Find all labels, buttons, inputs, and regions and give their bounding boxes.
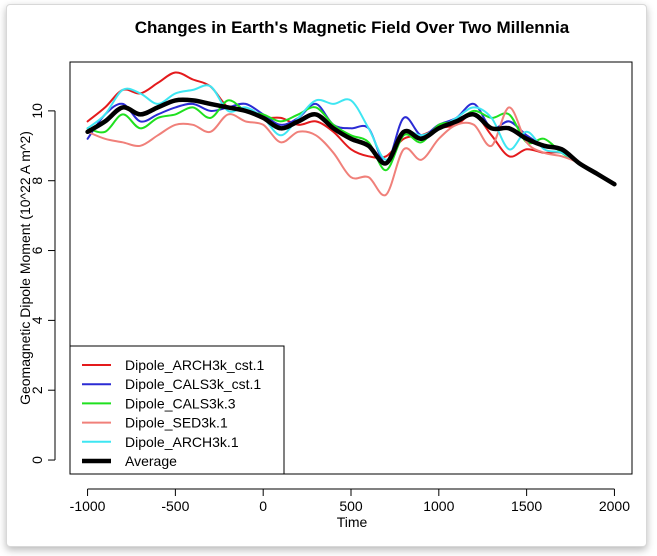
- series-line-dipole-cals3k-cst-1: [86, 102, 616, 186]
- x-tick-label: 0: [259, 498, 267, 514]
- series-line-dipole-sed3k-1: [86, 106, 616, 197]
- legend-label: Dipole_SED3k.1: [125, 415, 228, 431]
- series-lines: [85, 71, 617, 197]
- legend-label: Dipole_CALS3k.3: [125, 395, 236, 411]
- y-tick-label: 10: [29, 103, 45, 119]
- legend-label: Average: [125, 453, 177, 469]
- x-axis: -1000 -500 0 500 1000 1500 2000: [70, 488, 630, 514]
- legend: Dipole_ARCH3k_cst.1 Dipole_CALS3k_cst.1 Di…: [69, 345, 285, 475]
- series-line-average: [85, 97, 617, 187]
- series-line-dipole-arch3k-cst-1: [86, 71, 616, 186]
- x-tick-label: 1500: [511, 498, 542, 514]
- legend-box: [69, 345, 285, 475]
- chart-title: Changes in Earth's Magnetic Field Over T…: [135, 18, 570, 37]
- plot-area: [69, 61, 633, 475]
- y-axis-label: Geomagnetic Dipole Moment (10^22 A m^2): [17, 131, 33, 405]
- x-tick-label: -500: [161, 498, 189, 514]
- legend-label: Dipole_CALS3k_cst.1: [125, 376, 261, 392]
- y-tick-label: 4: [29, 316, 45, 324]
- y-tick-label: 0: [29, 456, 45, 464]
- y-tick-label: 8: [29, 177, 45, 185]
- legend-label: Dipole_ARCH3k_cst.1: [125, 357, 264, 373]
- y-tick-label: 2: [29, 386, 45, 394]
- y-tick-label: 6: [29, 246, 45, 254]
- x-tick-label: 2000: [599, 498, 630, 514]
- y-axis: 0 2 4 6 8 10: [29, 103, 56, 464]
- series-line-dipole-arch3k-1: [86, 84, 616, 186]
- x-tick-label: 500: [339, 498, 363, 514]
- x-tick-label: 1000: [423, 498, 454, 514]
- x-tick-label: -1000: [70, 498, 106, 514]
- legend-label: Dipole_ARCH3k.1: [125, 434, 239, 450]
- x-axis-label: Time: [337, 514, 368, 530]
